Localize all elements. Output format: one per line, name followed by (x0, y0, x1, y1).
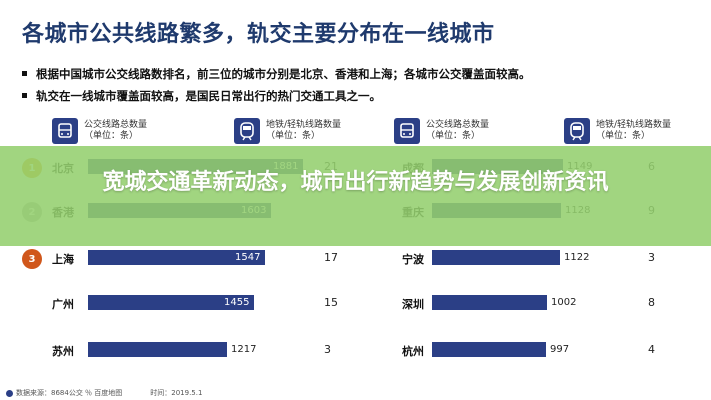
metro-lines-value: 3 (324, 343, 331, 356)
title-banner (0, 146, 711, 246)
metro-lines-value: 17 (324, 251, 338, 264)
bus-lines-value: 1002 (551, 297, 577, 308)
metro-lines-value: 15 (324, 296, 338, 309)
bullet-item: 轨交在一线城市覆盖面较高，是国民日常出行的热门交通工具之一。 (22, 88, 531, 104)
bus-icon (52, 118, 78, 144)
metro-lines-value: 8 (648, 296, 655, 309)
source-note: 数据来源：8684公交 ％ 百度地图 时间：2019.5.1 (6, 388, 202, 398)
city-label: 深圳 (402, 298, 424, 311)
bus-lines-bar (432, 250, 560, 265)
bus-lines-value: 1122 (564, 252, 590, 263)
info-icon (6, 389, 13, 397)
bus-lines-bar (88, 342, 227, 357)
bus-lines-value: 1217 (231, 344, 257, 355)
slide-title: 各城市公共线路繁多，轨交主要分布在一线城市 (22, 22, 495, 47)
rank-medal-icon: 3 (22, 249, 42, 269)
city-label: 宁波 (402, 253, 424, 266)
bus-lines-bar (88, 295, 254, 310)
bus-lines-bar (88, 250, 265, 265)
bullet-list: 根据中国城市公交线路数排名，前三位的城市分别是北京、香港和上海；各城市公交覆盖面… (22, 66, 531, 110)
banner-title: 宽城交通革新动态，城市出行新趋势与发展创新资讯 (102, 170, 609, 195)
bus-lines-label: 公交线路总数量 （单位：条） (84, 120, 148, 141)
bus-icon (394, 118, 420, 144)
metro-lines-label: 地铁/轻轨线路数量 （单位：条） (596, 120, 672, 141)
train-icon (234, 118, 260, 144)
metro-lines-value: 4 (648, 343, 655, 356)
bus-lines-value: 1547 (235, 252, 261, 263)
bus-lines-label: 公交线路总数量 （单位：条） (426, 120, 490, 141)
bus-lines-value: 997 (550, 344, 570, 355)
bus-lines-bar (432, 295, 547, 310)
bullet-item: 根据中国城市公交线路数排名，前三位的城市分别是北京、香港和上海；各城市公交覆盖面… (22, 66, 531, 82)
metro-lines-label: 地铁/轻轨线路数量 （单位：条） (266, 120, 342, 141)
metro-lines-value: 3 (648, 251, 655, 264)
city-label: 上海 (52, 253, 74, 266)
bus-lines-value: 1455 (224, 297, 250, 308)
city-label: 广州 (52, 298, 74, 311)
city-label: 苏州 (52, 345, 74, 358)
source-text: 数据来源：8684公交 ％ 百度地图 时间：2019.5.1 (16, 389, 203, 397)
train-icon (564, 118, 590, 144)
bus-lines-bar (432, 342, 546, 357)
city-label: 杭州 (402, 345, 424, 358)
